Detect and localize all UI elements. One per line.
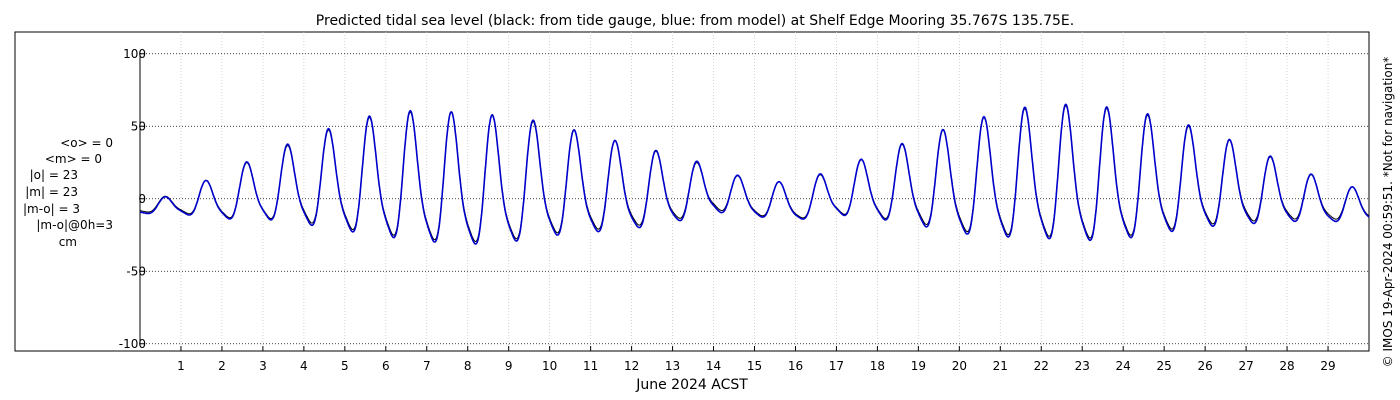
y-tick-label: 100: [123, 47, 146, 61]
x-tick-label: 21: [993, 359, 1008, 373]
x-tick-label: 5: [341, 359, 349, 373]
x-tick-label: 4: [300, 359, 308, 373]
x-tick-label: 8: [464, 359, 472, 373]
y-tick-label: -50: [126, 264, 146, 278]
x-tick-label: 16: [788, 359, 803, 373]
x-tick-label: 25: [1157, 359, 1172, 373]
series-group: [139, 103, 1370, 245]
x-tick-label: 7: [423, 359, 431, 373]
y-axis: -100 -50 0 50 100: [119, 47, 146, 351]
credit-text: © IMOS 19-Apr-2024 00:59:51. *Not for na…: [1381, 57, 1395, 368]
stat-abs-diff-0h: |m-o|@0h=3: [36, 218, 113, 232]
stat-abs-obs: |o| = 23: [30, 168, 78, 182]
x-axis-label: June 2024 ACST: [635, 377, 748, 393]
stat-abs-model: |m| = 23: [25, 185, 78, 199]
x-tick-label: 28: [1279, 359, 1294, 373]
y-tick-label: -100: [119, 337, 146, 351]
grid-lines: [140, 32, 1369, 351]
y-tick-label: 50: [131, 119, 146, 133]
stats-box: <o> = 0 <m> = 0 |o| = 23 |m| = 23 |m-o| …: [23, 136, 113, 249]
x-tick-label: 20: [952, 359, 967, 373]
x-tick-label: 14: [706, 359, 721, 373]
x-tick-label: 3: [259, 359, 267, 373]
x-tick-label: 22: [1034, 359, 1049, 373]
x-tick-label: 18: [870, 359, 885, 373]
x-tick-label: 23: [1075, 359, 1090, 373]
x-tick-label: 9: [505, 359, 513, 373]
stat-mean-model: <m> = 0: [45, 152, 102, 166]
x-tick-label: 24: [1116, 359, 1131, 373]
x-axis: 1 2 3 4 5 6 7 8 9 10 11 12 13 14 15 16 17 18 19 20 21 22 23 24 2…: [177, 346, 1336, 373]
series-line-model: [139, 103, 1370, 245]
stat-unit: cm: [59, 235, 77, 249]
x-tick-label: 17: [829, 359, 844, 373]
x-tick-label: 15: [747, 359, 762, 373]
x-tick-label: 19: [911, 359, 926, 373]
x-tick-label: 2: [218, 359, 226, 373]
x-tick-label: 13: [665, 359, 680, 373]
x-tick-label: 29: [1320, 359, 1335, 373]
x-tick-label: 11: [583, 359, 598, 373]
x-tick-label: 1: [177, 359, 185, 373]
x-tick-label: 6: [382, 359, 390, 373]
stat-abs-diff: |m-o| = 3: [23, 202, 80, 216]
x-tick-label: 27: [1238, 359, 1253, 373]
plot-frame: [14, 31, 1370, 352]
x-tick-label: 10: [542, 359, 557, 373]
x-tick-label: 12: [624, 359, 639, 373]
y-tick-label: 0: [138, 192, 146, 206]
stat-mean-obs: <o> = 0: [60, 136, 113, 150]
x-tick-label: 26: [1197, 359, 1212, 373]
chart-title: Predicted tidal sea level (black: from t…: [316, 13, 1074, 29]
